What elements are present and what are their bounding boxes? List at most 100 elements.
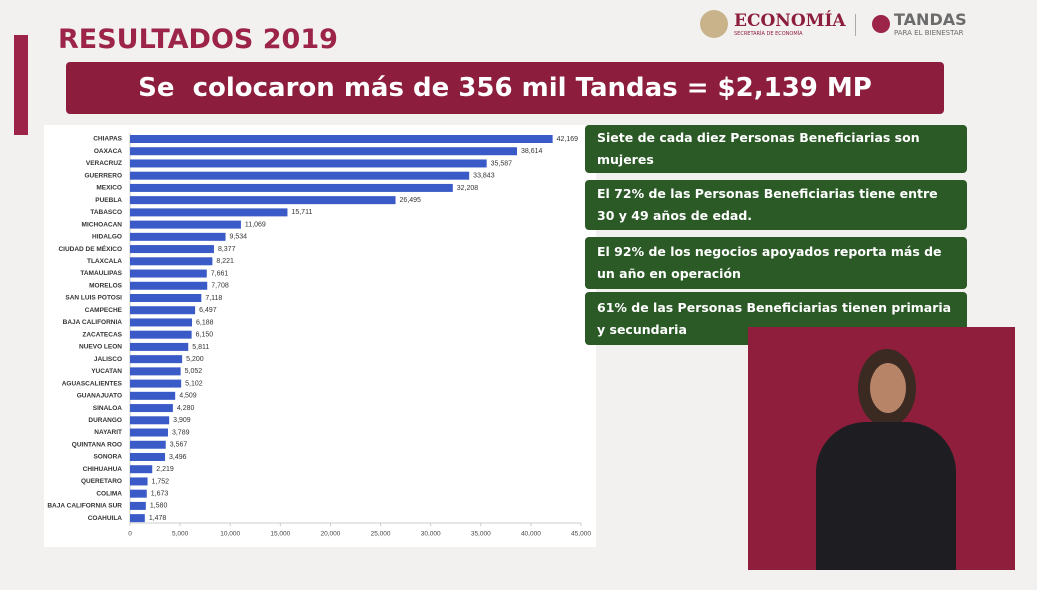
bar [130,465,153,474]
value-label: 3,789 [172,429,190,436]
y-tick-label: DURANGO [88,417,122,424]
bar [130,208,288,217]
bar [130,514,145,523]
x-tick-label: 25,000 [371,531,391,538]
interpreter-face [870,363,906,413]
value-label: 5,052 [185,368,203,375]
fact-text: El 92% de los negocios apoyados reporta … [597,244,942,281]
fact-box: El 72% de las Personas Beneficiarias tie… [585,180,967,230]
y-tick-label: MEXICO [96,185,122,192]
y-tick-label: COLIMA [96,490,122,497]
value-label: 1,752 [152,478,170,485]
value-label: 35,587 [491,160,513,167]
bar [130,318,193,327]
y-tick-label: QUERETARO [81,478,122,485]
bar [130,355,183,364]
logo-tandas-text: TANDAS PARA EL BIENESTAR [894,10,967,37]
value-label: 33,843 [473,173,495,180]
y-tick-label: TABASCO [90,209,122,216]
bar [130,342,189,351]
y-tick-label: SAN LUIS POTOSI [65,295,122,302]
value-label: 7,661 [211,270,229,277]
y-tick-label: NAYARIT [94,429,122,436]
value-label: 6,150 [196,332,214,339]
bar [130,306,196,315]
sign-language-video [748,327,1015,570]
value-label: 1,478 [149,515,167,522]
logo-economia-sub: SECRETARÍA DE ECONOMÍA [734,31,803,37]
bar [130,147,517,156]
fact-text: El 72% de las Personas Beneficiarias tie… [597,186,938,223]
bar [130,404,173,413]
x-tick-label: 20,000 [320,531,340,538]
x-tick-label: 10,000 [220,531,240,538]
bar [130,281,208,290]
y-tick-label: BAJA CALIFORNIA SUR [47,503,122,510]
fact-box: El 92% de los negocios apoyados reporta … [585,237,967,289]
logo-tandas-sub: PARA EL BIENESTAR [894,29,964,37]
value-label: 7,118 [205,295,222,302]
tandas-icon [872,14,890,33]
value-label: 6,497 [199,307,217,314]
y-tick-label: CHIAPAS [93,136,122,143]
bar [130,269,207,278]
value-label: 42,169 [557,136,579,143]
bar [130,245,214,254]
y-tick-label: JALISCO [94,356,122,363]
banner: Se colocaron más de 356 mil Tandas = $2,… [66,62,944,114]
fact-box: Siete de cada diez Personas Beneficiaria… [585,125,967,173]
value-label: 38,614 [521,148,543,155]
logo-economia-name: ECONOMÍA [734,11,846,31]
banner-text: Se colocaron más de 356 mil Tandas = $2,… [138,73,872,103]
x-tick-label: 45,000 [571,531,591,538]
x-tick-label: 5,000 [172,531,189,538]
x-tick-label: 15,000 [270,531,290,538]
value-label: 8,221 [216,258,234,265]
x-tick-label: 35,000 [471,531,491,538]
y-tick-label: AGUASCALIENTES [62,380,123,387]
logo-divider [855,14,856,36]
value-label: 32,208 [457,185,479,192]
bar [130,135,553,143]
y-tick-label: PUEBLA [95,197,122,204]
bar [130,440,166,449]
value-label: 1,580 [150,503,168,510]
y-tick-label: MICHOACAN [82,221,123,228]
x-tick-label: 0 [128,531,132,538]
slide-title: RESULTADOS 2019 [58,24,338,55]
bar [130,196,396,205]
y-tick-label: QUINTANA ROO [72,441,122,448]
bar [130,159,487,168]
value-label: 11,069 [245,221,266,228]
fact-text: 61% de las Personas Beneficiarias tienen… [597,299,952,337]
y-tick-label: NUEVO LEON [79,344,122,351]
bar [130,391,176,400]
value-label: 9,534 [230,234,248,241]
value-label: 3,909 [173,417,191,424]
bar [130,452,166,461]
bar [130,428,168,437]
y-tick-label: SONORA [93,454,122,461]
value-label: 4,280 [177,405,195,412]
bar [130,220,241,229]
value-label: 1,673 [151,491,169,498]
bar [130,232,226,241]
value-label: 26,495 [400,197,422,204]
bar [130,501,146,510]
bar [130,183,453,192]
y-tick-label: TAMAULIPAS [80,270,122,277]
accent-bar [14,35,28,135]
value-label: 5,200 [186,356,204,363]
y-tick-label: CIUDAD DE MÉXICO [58,244,122,253]
y-tick-label: YUCATAN [91,368,122,375]
y-tick-label: VERACRUZ [86,160,122,167]
bar [130,489,147,498]
bar [130,330,192,339]
bar [130,171,470,180]
logo-economia: ECONOMÍA SECRETARÍA DE ECONOMÍA [700,10,846,38]
bar [130,367,181,376]
y-tick-label: COAHUILA [88,515,123,522]
bar [130,293,202,302]
x-tick-label: 40,000 [521,531,541,538]
